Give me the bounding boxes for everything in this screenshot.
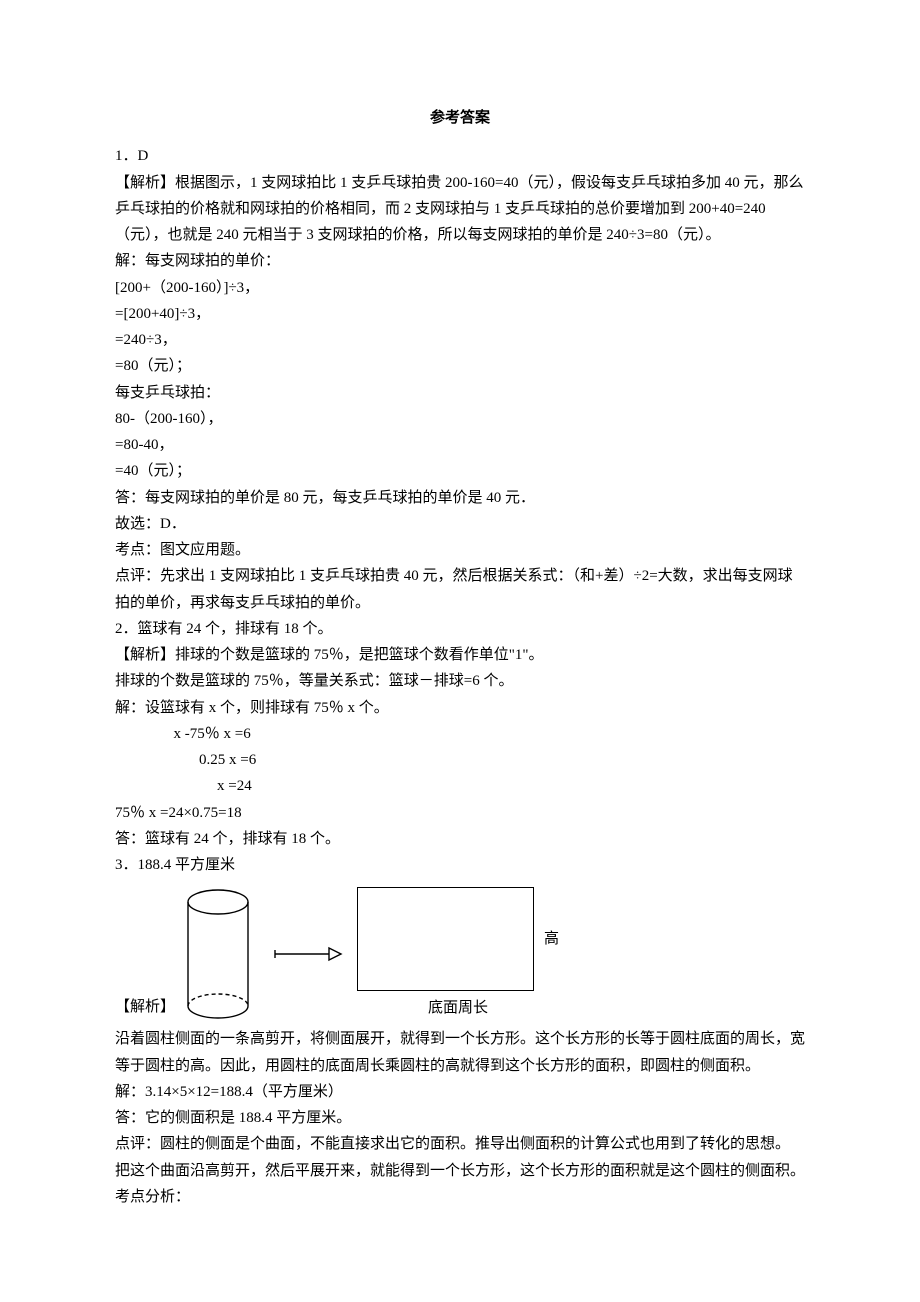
q1-step: =[200+40]÷3， bbox=[115, 301, 805, 327]
rectangle-group: 高 底面周长 bbox=[357, 887, 559, 1021]
analysis-label: 【解析】 bbox=[115, 647, 175, 663]
q1-analysis: 【解析】根据图示，1 支网球拍比 1 支乒乓球拍贵 200-160=40（元），… bbox=[115, 170, 805, 249]
q1-step: =80-40， bbox=[115, 432, 805, 458]
q2-answer: 2．篮球有 24 个，排球有 18 个。 bbox=[115, 616, 805, 642]
q2-eq: x =24 bbox=[115, 773, 805, 799]
dianping-label: 点评： bbox=[115, 1136, 160, 1152]
q1-step: 每支乒乓球拍： bbox=[115, 380, 805, 406]
q1-dianping: 点评：先求出 1 支网球拍比 1 支乒乓球拍贵 40 元，然后根据关系式：（和+… bbox=[115, 563, 805, 616]
q2-analysis-l1: 【解析】排球的个数是篮球的 75％，是把篮球个数看作单位"1"。 bbox=[115, 642, 805, 668]
kaodian-text: 图文应用题。 bbox=[160, 542, 250, 558]
cylinder-icon bbox=[177, 884, 259, 1024]
arrow-right-icon bbox=[273, 944, 343, 964]
dianping-text: 先求出 1 支网球拍比 1 支乒乓球拍贵 40 元，然后根据关系式：（和+差）÷… bbox=[115, 568, 793, 610]
page-title: 参考答案 bbox=[115, 105, 805, 131]
dianping-text: 圆柱的侧面是个曲面，不能直接求出它的面积。推导出侧面积的计算公式也用到了转化的思… bbox=[115, 1136, 805, 1178]
q2-analysis-l2: 排球的个数是篮球的 75％，等量关系式：篮球－排球=6 个。 bbox=[115, 668, 805, 694]
q1-step: =80（元）； bbox=[115, 353, 805, 379]
q1-kaodian: 考点：图文应用题。 bbox=[115, 537, 805, 563]
q1-step: 故选：D． bbox=[115, 511, 805, 537]
kaodian-label: 考点： bbox=[115, 542, 160, 558]
q1-step: =240÷3， bbox=[115, 327, 805, 353]
analysis-text: 根据图示，1 支网球拍比 1 支乒乓球拍贵 200-160=40（元），假设每支… bbox=[115, 175, 803, 244]
q3-kaodian-label: 考点分析： bbox=[115, 1184, 805, 1210]
q3-body: 答：它的侧面积是 188.4 平方厘米。 bbox=[115, 1105, 805, 1131]
label-circumference: 底面周长 bbox=[428, 995, 488, 1021]
analysis-text: 排球的个数是篮球的 75％，是把篮球个数看作单位"1"。 bbox=[175, 647, 544, 663]
q3-body: 解：3.14×5×12=188.4（平方厘米） bbox=[115, 1079, 805, 1105]
label-height: 高 bbox=[544, 926, 559, 952]
q1-step: 80-（200-160）， bbox=[115, 406, 805, 432]
analysis-label: 【解析】 bbox=[115, 994, 177, 1026]
analysis-label: 【解析】 bbox=[115, 175, 175, 191]
q1-step: [200+（200-160）]÷3， bbox=[115, 275, 805, 301]
cylinder-unroll-diagram: 高 底面周长 bbox=[177, 884, 559, 1024]
q1-step: =40（元）； bbox=[115, 458, 805, 484]
q3-body: 沿着圆柱侧面的一条高剪开，将侧面展开，就得到一个长方形。这个长方形的长等于圆柱底… bbox=[115, 1026, 805, 1079]
q2-eq: x -75％ x =6 bbox=[115, 721, 805, 747]
q2-step: 解：设篮球有 x 个，则排球有 75％ x 个。 bbox=[115, 695, 805, 721]
q2-tail: 答：篮球有 24 个，排球有 18 个。 bbox=[115, 826, 805, 852]
q2-eq: 0.25 x =6 bbox=[115, 747, 805, 773]
q1-step: 解：每支网球拍的单价： bbox=[115, 248, 805, 274]
q3-diagram-row: 【解析】 高 bbox=[115, 878, 805, 1026]
q1-answer: 1．D bbox=[115, 143, 805, 169]
q3-dianping: 点评：圆柱的侧面是个曲面，不能直接求出它的面积。推导出侧面积的计算公式也用到了转… bbox=[115, 1131, 805, 1184]
document-page: 参考答案 1．D 【解析】根据图示，1 支网球拍比 1 支乒乓球拍贵 200-1… bbox=[0, 0, 920, 1270]
rectangle-icon bbox=[357, 887, 534, 991]
q3-answer: 3．188.4 平方厘米 bbox=[115, 852, 805, 878]
dianping-label: 点评： bbox=[115, 568, 160, 584]
q2-tail: 75％ x =24×0.75=18 bbox=[115, 800, 805, 826]
q1-step: 答：每支网球拍的单价是 80 元，每支乒乓球拍的单价是 40 元． bbox=[115, 485, 805, 511]
